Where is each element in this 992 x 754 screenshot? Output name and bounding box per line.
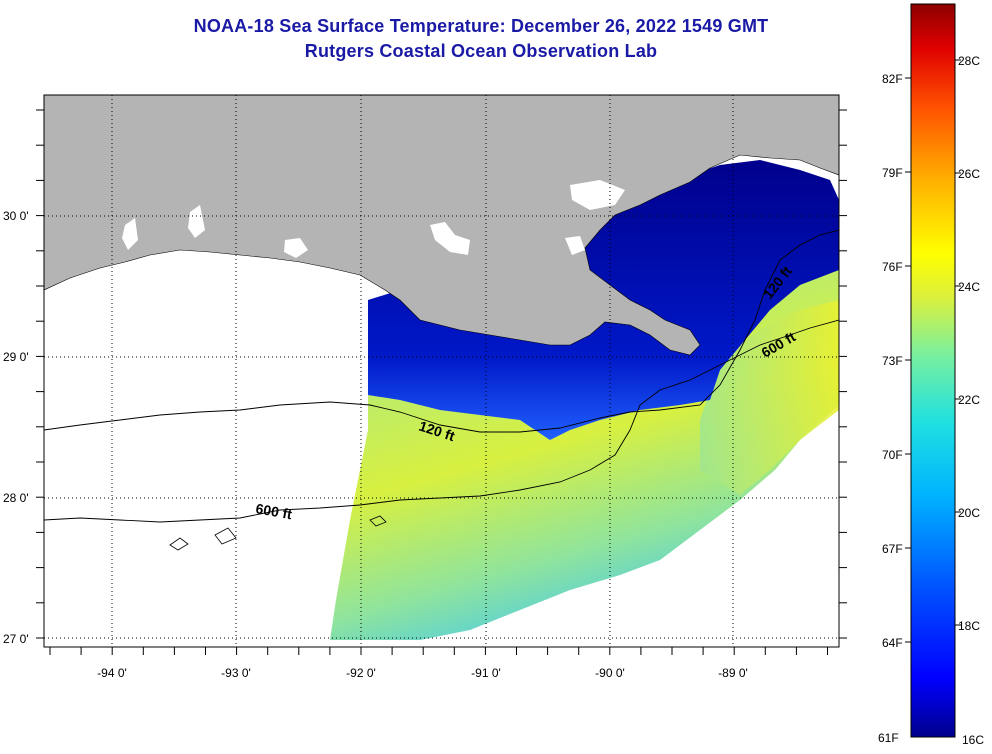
lon-label: -91 0' — [471, 666, 501, 680]
lat-label: 28 0' — [3, 491, 29, 505]
lake-white — [284, 238, 308, 258]
lon-label: -90 0' — [595, 666, 625, 680]
lat-label: 29 0' — [3, 350, 29, 364]
axis-ticks — [36, 109, 847, 655]
colorbar-c-label: 20C — [958, 506, 981, 520]
colorbar-f-label: 76F — [882, 260, 903, 274]
colorbar-f-label: 67F — [882, 542, 903, 556]
contour-line — [44, 229, 839, 433]
colorbar-f-label: 73F — [882, 354, 903, 368]
colorbar-ticks — [905, 59, 961, 643]
colorbar-f-label: 82F — [882, 72, 903, 86]
colorbar-c-label: 24C — [958, 280, 981, 294]
contour-label: 600 ft — [254, 500, 293, 522]
colorbar-f-label: 70F — [882, 448, 903, 462]
lake-white — [122, 218, 138, 250]
lon-label: -94 0' — [97, 666, 127, 680]
lon-label: -92 0' — [346, 666, 376, 680]
map-title: NOAA-18 Sea Surface Temperature: Decembe… — [193, 16, 769, 36]
lat-label: 27 0' — [3, 632, 29, 646]
bay-white — [570, 180, 625, 210]
colorbar-f-label: 79F — [882, 166, 903, 180]
lon-label: -89 0' — [718, 666, 748, 680]
colorbar-f-label: 61F — [878, 731, 899, 745]
colorbar-c-label: 26C — [958, 167, 981, 181]
lake-white — [565, 236, 585, 255]
lake-white — [430, 222, 470, 255]
map-frame — [43, 94, 840, 648]
lon-label: -93 0' — [221, 666, 251, 680]
colorbar-c-label: 18C — [958, 619, 981, 633]
map-area — [44, 95, 839, 647]
graticule — [44, 95, 839, 647]
colorbar-c-label: 22C — [958, 393, 981, 407]
lake-white — [188, 205, 205, 238]
colorbar — [910, 3, 956, 738]
sst-warm-east — [700, 300, 839, 495]
map-subtitle: Rutgers Coastal Ocean Observation Lab — [304, 41, 658, 61]
lat-label: 30 0' — [3, 209, 29, 223]
contour-line — [169, 515, 387, 551]
colorbar-c-label: 16C — [962, 733, 985, 747]
colorbar-f-label: 64F — [882, 636, 903, 650]
colorbar-c-label: 28C — [958, 54, 981, 68]
